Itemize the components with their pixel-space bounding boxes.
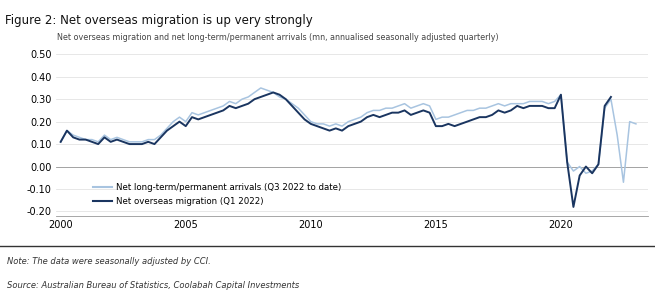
Text: Source: Australian Bureau of Statistics, Coolabah Capital Investments: Source: Australian Bureau of Statistics,…	[7, 281, 299, 291]
Text: Figure 2: Net overseas migration is up very strongly: Figure 2: Net overseas migration is up v…	[5, 14, 313, 27]
Text: Net overseas migration and net long-term/permanent arrivals (mn, annualised seas: Net overseas migration and net long-term…	[57, 33, 498, 42]
Text: Note: The data were seasonally adjusted by CCI.: Note: The data were seasonally adjusted …	[7, 257, 210, 266]
Legend: Net long-term/permanent arrivals (Q3 2022 to date), Net overseas migration (Q1 2: Net long-term/permanent arrivals (Q3 202…	[90, 180, 345, 210]
